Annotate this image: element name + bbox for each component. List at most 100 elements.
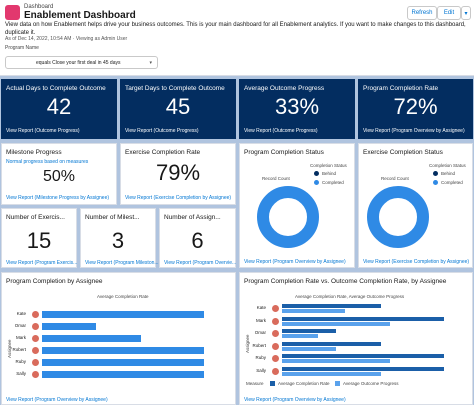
chart-bar-outcome[interactable] — [282, 334, 318, 338]
chart-bar-completion[interactable] — [282, 316, 444, 321]
chevron-down-icon: ▾ — [149, 60, 152, 66]
view-report-link[interactable]: View Report (Program Overview by Assigne… — [244, 397, 346, 403]
assignee-label: Omar — [254, 330, 266, 335]
count-card-assignees[interactable]: Number of Assign... 6 View Report (Progr… — [159, 208, 236, 268]
dashboard-header: Dashboard Enablement Dashboard Refresh E… — [0, 0, 474, 76]
chart-bar[interactable] — [42, 371, 204, 378]
exercise-status-card[interactable]: Exercise Completion Status Completion St… — [358, 143, 473, 268]
card-subtitle: Normal progress based on measures — [6, 159, 89, 165]
legend-title: Completion Status — [310, 163, 347, 168]
metric-card-outcome-progress[interactable]: Average Outcome Progress 33% View Report… — [239, 79, 355, 139]
metric-card-completion-rate[interactable]: Program Completion Rate 72% View Report … — [358, 79, 473, 139]
view-report-link[interactable]: View Report (Program Overview by Assigne… — [363, 128, 465, 134]
filter-value: equals Close your first deal in 45 days — [36, 59, 121, 66]
avatar — [271, 354, 280, 363]
view-report-link[interactable]: View Report (Program Overvie... — [164, 260, 237, 266]
metric-card-target-days[interactable]: Target Days to Complete Outcome 45 View … — [120, 79, 236, 139]
chart-bar-outcome[interactable] — [282, 371, 381, 376]
chart-bar-outcome[interactable] — [282, 321, 390, 326]
legend-item-outcome: Average Outcome Progress — [335, 381, 398, 386]
more-actions-button[interactable]: ▾ — [461, 6, 471, 20]
chart-bar-completion[interactable] — [282, 341, 381, 346]
chart-bar-completion[interactable] — [282, 329, 336, 333]
filter-label: Program Name — [5, 45, 39, 51]
legend-item-completed: Completed — [314, 180, 344, 185]
assignee-label: Mark — [256, 317, 266, 323]
edit-button[interactable]: Edit — [437, 6, 461, 20]
exercise-completion-card[interactable]: Exercise Completion Rate 79% View Report… — [120, 143, 236, 205]
chart-bar[interactable] — [42, 347, 204, 354]
card-title: Exercise Completion Rate — [125, 149, 201, 156]
legend-item-behind: Behind — [314, 171, 336, 176]
chart-bar[interactable] — [42, 359, 204, 366]
view-report-link[interactable]: View Report (Program Exercis... — [6, 260, 78, 266]
avatar — [31, 346, 40, 355]
view-report-link[interactable]: View Report (Program Mileston... — [85, 260, 159, 266]
chart-bar[interactable] — [42, 311, 204, 318]
breadcrumb: Dashboard — [24, 4, 54, 10]
page-description: View data on how Enablement helps drive … — [5, 22, 466, 36]
card-title: Number of Assign... — [164, 214, 221, 221]
metric-title: Program Completion Rate — [363, 85, 439, 92]
avatar — [31, 310, 40, 319]
assignee-label: Sally — [256, 367, 266, 373]
view-report-link[interactable]: View Report (Exercise Completion by Assi… — [363, 259, 470, 265]
chart-bar-outcome[interactable] — [282, 346, 336, 351]
card-title: Number of Milest... — [85, 214, 140, 221]
view-report-link[interactable]: View Report (Outcome Progress) — [6, 128, 80, 134]
completion-donut[interactable] — [257, 186, 319, 248]
chart-bar[interactable] — [42, 335, 141, 342]
record-count-label: Record Count — [262, 176, 290, 181]
page-title: Enablement Dashboard — [24, 10, 136, 21]
chart-bar-completion[interactable] — [282, 366, 444, 371]
record-count-label: Record Count — [381, 176, 409, 181]
view-report-link[interactable]: View Report (Program Overview by Assigne… — [244, 259, 346, 265]
x-axis-label: Average Completion Rate — [97, 294, 149, 299]
avatar — [271, 341, 280, 351]
view-report-link[interactable]: View Report (Milestone Progress by Assig… — [6, 195, 110, 201]
chart-bar-outcome[interactable] — [282, 309, 345, 313]
metric-value: 15 — [26, 228, 52, 253]
x-axis-label: Average Completion Rate, Average Outcome… — [295, 294, 405, 299]
refresh-button[interactable]: Refresh — [407, 6, 437, 20]
avatar — [31, 334, 40, 343]
chart-bar-completion[interactable] — [282, 354, 444, 358]
chart-bar-completion[interactable] — [282, 304, 381, 308]
metric-title: Target Days to Complete Outcome — [125, 85, 225, 92]
avatar — [271, 316, 280, 326]
avatar — [31, 370, 40, 379]
timestamp: As of Dec 14, 2022, 10:54 AM · Viewing a… — [5, 36, 128, 42]
milestone-progress-card[interactable]: Milestone Progress Normal progress based… — [1, 143, 117, 205]
dashboard-icon — [5, 5, 20, 20]
metric-title: Actual Days to Complete Outcome — [6, 85, 106, 92]
view-report-link[interactable]: View Report (Program Overview by Assigne… — [6, 397, 108, 403]
metric-value: 79% — [155, 160, 201, 185]
assignee-label: Robert — [252, 342, 266, 348]
chart-title: Program Completion Rate vs. Outcome Comp… — [244, 278, 447, 285]
count-card-exercises[interactable]: Number of Exercis... 15 View Report (Pro… — [1, 208, 77, 268]
chart-bar-outcome[interactable] — [282, 359, 390, 363]
assignee-label: Ruby — [15, 359, 26, 364]
view-report-link[interactable]: View Report (Exercise Completion by Assi… — [125, 195, 232, 201]
card-title: Program Completion Status — [244, 149, 324, 156]
count-card-milestones[interactable]: Number of Milest... 3 View Report (Progr… — [80, 208, 159, 268]
view-report-link[interactable]: View Report (Outcome Progress) — [244, 128, 318, 134]
metric-card-actual-days[interactable]: Actual Days to Complete Outcome 42 View … — [1, 79, 117, 139]
avatar — [271, 304, 280, 313]
avatar — [271, 366, 280, 376]
completion-donut[interactable] — [367, 186, 429, 248]
program-status-card[interactable]: Program Completion Status Completion Sta… — [239, 143, 355, 268]
legend-item-behind: Behind — [433, 171, 455, 176]
assignee-label: Mark — [16, 335, 26, 340]
program-filter-select[interactable]: equals Close your first deal in 45 days … — [5, 56, 158, 69]
view-report-link[interactable]: View Report (Outcome Progress) — [125, 128, 199, 134]
assignee-label: Sally — [16, 371, 26, 376]
completion-vs-outcome-chart-card[interactable]: Program Completion Rate vs. Outcome Comp… — [239, 272, 473, 405]
program-completion-chart-card[interactable]: Program Completion by Assignee Average C… — [1, 272, 236, 405]
avatar — [31, 358, 40, 367]
chart-bar[interactable] — [42, 323, 96, 330]
metric-title: Average Outcome Progress — [244, 85, 325, 92]
metric-value: 3 — [111, 228, 125, 253]
card-title: Milestone Progress — [6, 149, 62, 156]
legend-item-completed: Completed — [433, 180, 463, 185]
